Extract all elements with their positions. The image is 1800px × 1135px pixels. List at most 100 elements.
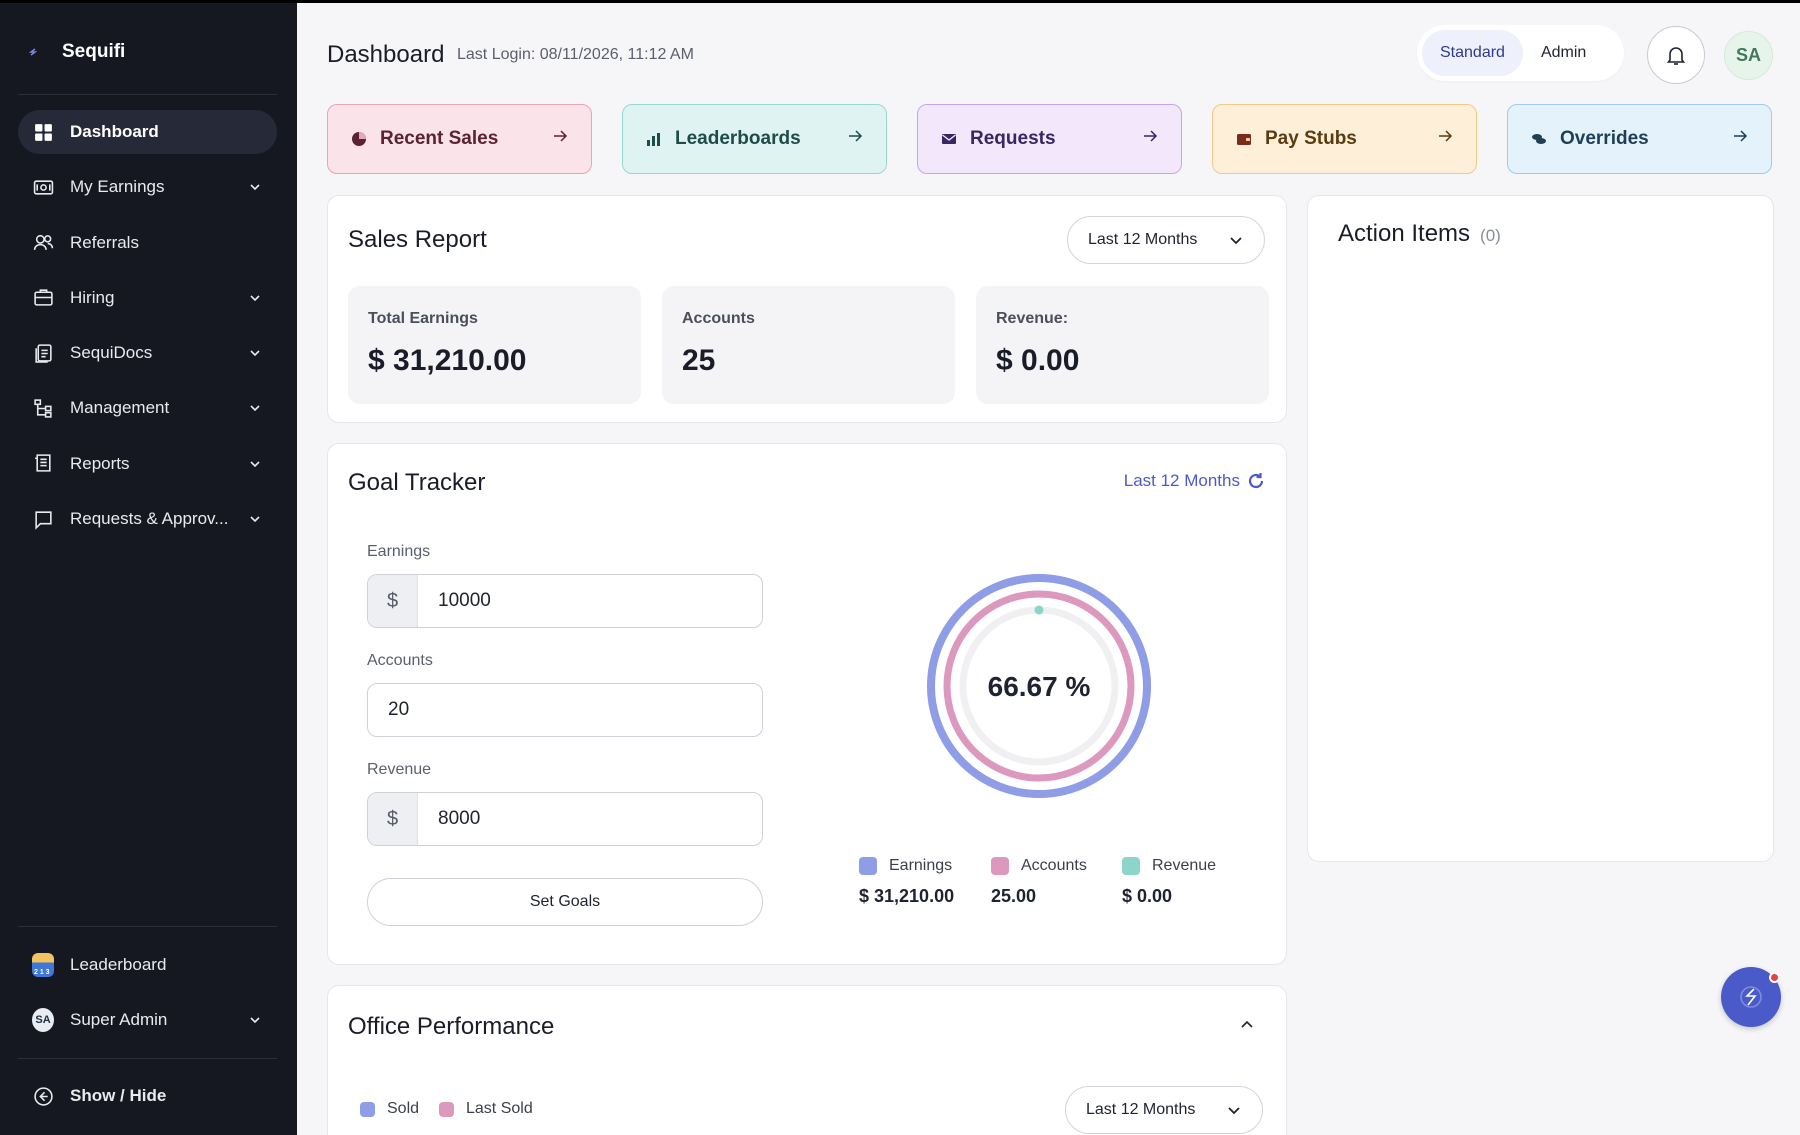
role-standard-button[interactable]: Standard (1422, 30, 1523, 76)
collapse-button[interactable] (1238, 1016, 1256, 1039)
arrow-right-icon (1436, 127, 1454, 151)
dropdown-value: Last 12 Months (1086, 1101, 1196, 1118)
leaderboard-icon (32, 953, 54, 977)
arrow-right-icon (1731, 127, 1749, 151)
quick-link-pay-stubs[interactable]: Pay Stubs (1212, 104, 1477, 174)
set-goals-button[interactable]: Set Goals (367, 878, 763, 926)
sidebar-item-label: Reports (70, 453, 130, 473)
sidebar-item-dashboard[interactable]: Dashboard (18, 110, 277, 154)
notifications-button[interactable] (1647, 26, 1705, 84)
accounts-goal-input[interactable]: 20 (367, 683, 763, 737)
arrow-left-circle-icon (32, 1085, 54, 1107)
period-label: Last 12 Months (1123, 471, 1240, 490)
wallet-icon (32, 176, 54, 198)
legend-swatch (859, 857, 877, 875)
sidebar-item-management[interactable]: Management (18, 386, 277, 430)
sidebar-item-label: Leaderboard (70, 955, 167, 974)
stat-label: Accounts (682, 310, 755, 327)
arrow-right-icon (846, 127, 864, 151)
sidebar-item-sequidocs[interactable]: SequiDocs (18, 331, 277, 375)
quick-link-leaderboards[interactable]: Leaderboards (622, 104, 887, 174)
sidebar-divider (18, 94, 277, 95)
sidebar-bottom: Leaderboard SA Super Admin (18, 943, 277, 1053)
goal-tracker-period-link[interactable]: Last 12 Months (1124, 471, 1266, 491)
goal-tracker-title: Goal Tracker (348, 469, 486, 496)
page-title: Dashboard (327, 41, 445, 68)
sales-report-title: Sales Report (348, 226, 487, 253)
sidebar: Sequifi Dashboard My Earnings Referrals (0, 0, 297, 1135)
input-value: 8000 (438, 808, 481, 829)
report-icon (32, 453, 54, 475)
action-items-card: Action Items (0) (1307, 195, 1774, 862)
sidebar-item-label: Management (70, 398, 170, 418)
legend-value-accounts: 25.00 (991, 886, 1037, 906)
goal-progress-center-label: 66.67 % (988, 671, 1091, 702)
sales-report-period-dropdown[interactable]: Last 12 Months (1067, 216, 1265, 264)
notification-dot (1769, 972, 1780, 983)
sales-report-card: Sales Report Last 12 Months Total Earnin… (327, 195, 1287, 423)
chevron-down-icon (247, 400, 263, 416)
stat-label: Revenue: (996, 310, 1069, 327)
sequifi-logo-icon (26, 45, 40, 59)
main-content: Dashboard Last Login: 08/11/2026, 11:12 … (297, 0, 1800, 1135)
legend-accounts: Accounts (991, 857, 1087, 875)
earnings-label: Earnings (367, 543, 431, 560)
sidebar-item-hiring[interactable]: Hiring (18, 276, 277, 320)
arrow-right-icon (1141, 127, 1159, 151)
sidebar-item-referrals[interactable]: Referrals (18, 221, 277, 265)
ring-start-dot-revenue (1034, 605, 1044, 615)
quick-link-overrides[interactable]: Overrides (1507, 104, 1772, 174)
avatar: SA (32, 1008, 54, 1032)
quick-link-recent-sales[interactable]: Recent Sales (327, 104, 592, 174)
sidebar-item-label: My Earnings (70, 177, 165, 197)
legend-revenue: Revenue (1122, 857, 1216, 875)
show-hide-button[interactable]: Show / Hide (18, 1074, 277, 1118)
stat-accounts: Accounts 25 (662, 286, 955, 404)
sidebar-item-label: Requests & Approv... (70, 509, 229, 529)
input-value: 20 (388, 699, 410, 720)
sidebar-item-my-earnings[interactable]: My Earnings (18, 165, 277, 209)
office-performance-period-dropdown[interactable]: Last 12 Months (1065, 1086, 1263, 1134)
sidebar-item-requests-approvals[interactable]: Requests & Approv... (18, 497, 277, 541)
sidebar-item-label: Dashboard (70, 122, 159, 141)
quick-link-label: Pay Stubs (1265, 128, 1357, 149)
legend-swatch (1122, 857, 1140, 875)
legend-value-earnings: $ 31,210.00 (859, 886, 955, 906)
sidebar-item-user[interactable]: SA Super Admin (18, 998, 277, 1042)
show-hide-label: Show / Hide (70, 1086, 167, 1105)
mail-icon (940, 130, 958, 148)
chevron-down-icon (247, 290, 263, 306)
earnings-goal-input[interactable]: $ 10000 (367, 574, 763, 628)
dollar-prefix: $ (368, 793, 418, 845)
hierarchy-icon (32, 397, 54, 419)
quick-link-label: Requests (970, 128, 1056, 149)
quick-link-requests[interactable]: Requests (917, 104, 1182, 174)
accounts-label: Accounts (367, 652, 433, 669)
action-items-header: Action Items (0) (1338, 220, 1501, 248)
sidebar-item-leaderboard[interactable]: Leaderboard (18, 943, 277, 987)
legend-last-sold: Last Sold (439, 1100, 533, 1118)
chevron-down-icon (247, 1012, 263, 1028)
quick-link-label: Recent Sales (380, 128, 499, 149)
chevron-up-icon (1241, 1020, 1253, 1028)
chevron-down-icon (1228, 1107, 1240, 1115)
role-admin-button[interactable]: Admin (1540, 44, 1587, 61)
document-icon (32, 342, 54, 364)
pie-icon (350, 130, 368, 148)
dollar-prefix: $ (368, 575, 418, 627)
legend-swatch (439, 1101, 454, 1117)
action-items-count: (0) (1480, 226, 1501, 245)
sidebar-nav: Dashboard My Earnings Referrals Hiring (18, 110, 277, 552)
chevron-down-icon (247, 179, 263, 195)
bar-chart-icon (645, 130, 663, 148)
revenue-goal-input[interactable]: $ 8000 (367, 792, 763, 846)
legend-label: Revenue (1152, 857, 1217, 874)
brand[interactable]: Sequifi (26, 41, 125, 63)
stat-total-earnings: Total Earnings $ 31,210.00 (348, 286, 641, 404)
sidebar-user-label: Super Admin (70, 1010, 168, 1029)
stat-value: $ 31,210.00 (368, 344, 527, 377)
sidebar-item-reports[interactable]: Reports (18, 442, 277, 486)
legend-swatch (991, 857, 1009, 875)
user-avatar[interactable]: SA (1724, 31, 1773, 80)
sidebar-divider (18, 926, 277, 927)
